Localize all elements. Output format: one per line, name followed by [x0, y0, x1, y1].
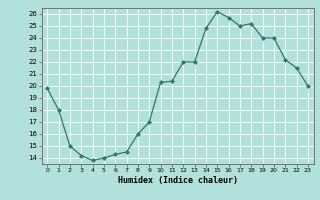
X-axis label: Humidex (Indice chaleur): Humidex (Indice chaleur): [118, 176, 237, 185]
